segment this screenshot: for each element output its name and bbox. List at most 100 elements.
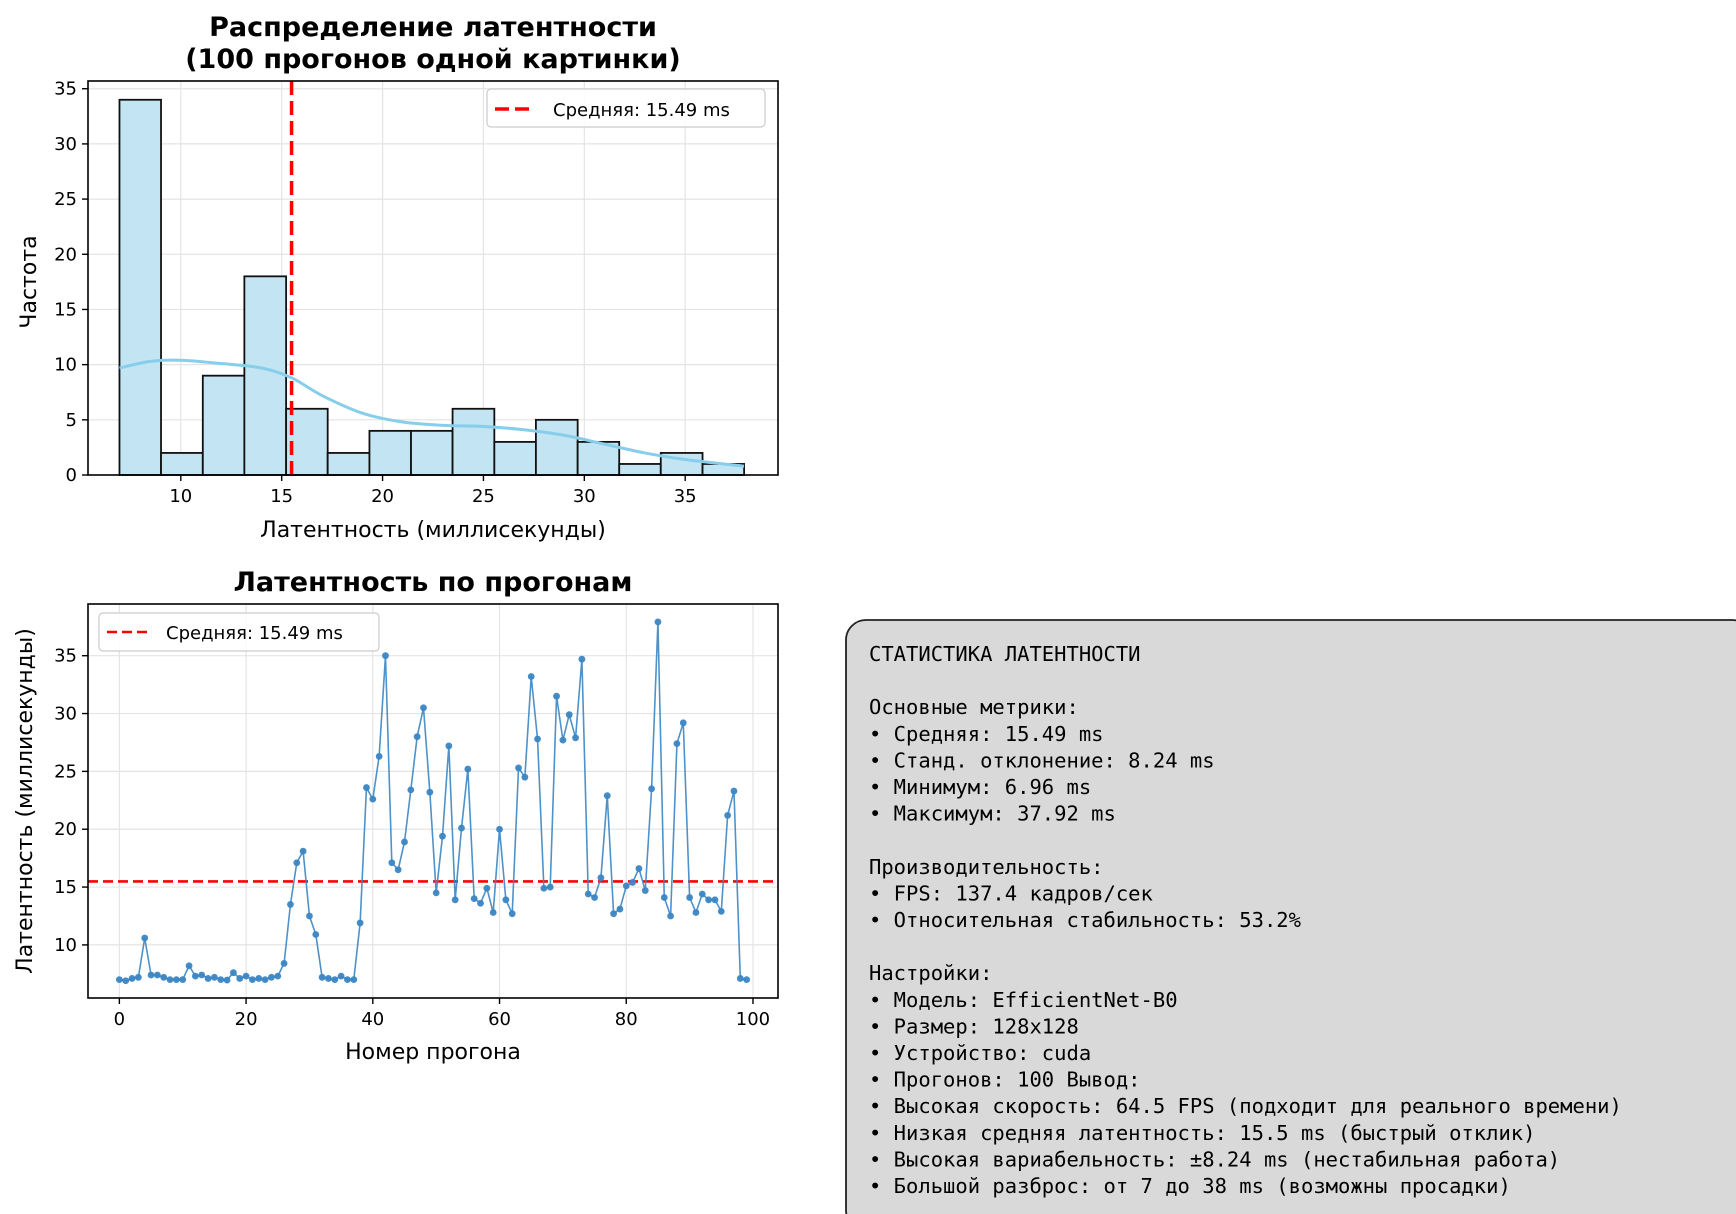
latency-point-57 bbox=[477, 899, 484, 907]
latency-point-55 bbox=[464, 765, 472, 773]
latency-point-52 bbox=[445, 742, 453, 750]
latency-point-93 bbox=[705, 896, 713, 904]
histogram-bar-2 bbox=[201, 374, 246, 476]
latency-point-6 bbox=[153, 971, 161, 979]
histogram-xtick-label-5: 35 bbox=[674, 486, 697, 507]
latency-point-33 bbox=[325, 975, 332, 982]
latency-point-94 bbox=[711, 896, 719, 904]
latency-point-79 bbox=[616, 905, 624, 913]
histogram-bar-6 bbox=[368, 429, 412, 476]
latency-point-16 bbox=[217, 976, 225, 984]
histogram-legend: Средняя: 15.49 ms bbox=[486, 88, 766, 128]
line-ytick-label-4: 30 bbox=[54, 704, 77, 725]
histogram-xtick-label-0: 10 bbox=[169, 486, 192, 507]
latency-point-3 bbox=[134, 973, 142, 981]
latency-point-54 bbox=[458, 824, 465, 832]
stats-line-8: Производительность: bbox=[869, 855, 1104, 879]
line-xtick-label-2: 40 bbox=[361, 1009, 384, 1030]
latency-point-20 bbox=[242, 972, 250, 980]
stats-line-10: • Относительная стабильность: 53.2% bbox=[869, 908, 1302, 932]
line-xtick-label-5: 100 bbox=[736, 1009, 770, 1030]
line-legend: Средняя: 15.49 ms bbox=[98, 612, 380, 652]
latency-point-37 bbox=[350, 976, 358, 984]
histogram-ytick-label-7: 35 bbox=[54, 79, 77, 100]
latency-point-26 bbox=[280, 960, 288, 967]
latency-point-89 bbox=[679, 719, 687, 727]
stats-line-14: • Размер: 128x128 bbox=[869, 1014, 1079, 1038]
latency-point-29 bbox=[299, 847, 307, 855]
histogram-bar-7 bbox=[410, 429, 454, 476]
histogram-ytick-label-0: 0 bbox=[66, 465, 77, 486]
latency-point-58 bbox=[483, 884, 491, 892]
latency-point-13 bbox=[198, 971, 206, 979]
histogram-xlabel: Латентность (миллисекунды) bbox=[260, 518, 606, 543]
stats-line-18: • Низкая средняя латентность: 15.5 ms (б… bbox=[869, 1121, 1535, 1145]
histogram-bar-10 bbox=[534, 418, 579, 476]
latency-point-12 bbox=[191, 972, 199, 980]
stats-line-0: СТАТИСТИКА ЛАТЕНТНОСТИ bbox=[869, 642, 1141, 666]
line-legend-label: Средняя: 15.49 ms bbox=[166, 623, 343, 644]
stats-line-15: • Устройство: cuda bbox=[869, 1041, 1091, 1065]
latency-point-53 bbox=[451, 896, 459, 904]
histogram-bar-9 bbox=[493, 440, 537, 476]
histogram-xtick-label-2: 20 bbox=[371, 486, 394, 507]
latency-point-63 bbox=[515, 764, 522, 772]
latency-point-80 bbox=[622, 882, 630, 890]
latency-series-line bbox=[119, 621, 747, 982]
latency-point-69 bbox=[553, 692, 560, 700]
latency-point-76 bbox=[597, 874, 605, 882]
line-ytick-label-3: 25 bbox=[54, 761, 77, 782]
stats-line-5: • Минимум: 6.96 ms bbox=[869, 775, 1091, 799]
histogram-ytick-label-4: 20 bbox=[54, 244, 77, 265]
latency-point-61 bbox=[502, 896, 510, 904]
histogram-bar-5 bbox=[326, 452, 371, 476]
latency-point-72 bbox=[572, 734, 579, 742]
line-legend-box bbox=[98, 612, 380, 652]
latency-point-84 bbox=[648, 785, 655, 793]
latency-point-74 bbox=[584, 890, 592, 898]
line-chart: 0 20 40 60 80 100 10 15 20 25 30 35 Латентность по … bbox=[13, 567, 779, 1065]
latency-point-91 bbox=[692, 909, 700, 916]
latency-point-95 bbox=[717, 907, 725, 915]
latency-point-5 bbox=[147, 971, 155, 979]
stats-line-17: • Высокая скорость: 64.5 FPS (подходит д… bbox=[869, 1094, 1622, 1118]
latency-point-41 bbox=[375, 752, 383, 760]
histogram-ytick-label-6: 30 bbox=[54, 134, 77, 155]
latency-point-2 bbox=[128, 975, 136, 982]
stats-line-16: • Прогонов: 100 Вывод: bbox=[869, 1068, 1141, 1092]
latency-point-27 bbox=[287, 901, 294, 908]
latency-point-65 bbox=[527, 673, 535, 680]
latency-point-88 bbox=[673, 740, 681, 748]
latency-point-17 bbox=[223, 976, 231, 984]
histogram-chart: 10 15 20 25 30 35 0 5 10 15 20 25 30 35 Распределение… bbox=[17, 12, 779, 543]
latency-point-14 bbox=[204, 975, 212, 982]
line-ticks: 0 20 40 60 80 100 10 15 20 25 30 35 bbox=[54, 646, 770, 1030]
latency-point-21 bbox=[249, 976, 256, 984]
latency-point-9 bbox=[172, 976, 180, 984]
histogram-axes-frame bbox=[87, 80, 779, 476]
latency-point-35 bbox=[337, 972, 345, 980]
histogram-ylabel: Частота bbox=[17, 235, 42, 328]
latency-point-97 bbox=[730, 787, 738, 795]
latency-point-23 bbox=[261, 976, 269, 984]
histogram-bar-0 bbox=[118, 98, 162, 476]
latency-point-82 bbox=[635, 865, 643, 872]
histogram-bar-3 bbox=[243, 275, 288, 476]
latency-point-87 bbox=[667, 912, 675, 920]
histogram-bar-1 bbox=[160, 452, 204, 476]
line-xtick-label-4: 80 bbox=[615, 1009, 638, 1030]
latency-point-46 bbox=[407, 786, 415, 794]
histogram-bar-8 bbox=[451, 407, 496, 476]
latency-point-44 bbox=[394, 866, 402, 874]
histogram-title-line-1: Распределение латентности bbox=[209, 12, 657, 43]
histogram-bars bbox=[118, 98, 746, 476]
line-ytick-label-0: 10 bbox=[54, 935, 77, 956]
latency-point-49 bbox=[426, 788, 434, 796]
latency-point-7 bbox=[160, 973, 168, 981]
latency-point-1 bbox=[122, 977, 130, 985]
latency-point-78 bbox=[610, 910, 617, 918]
line-ytick-label-5: 35 bbox=[54, 646, 77, 667]
line-ytick-label-2: 20 bbox=[54, 819, 77, 840]
latency-point-99 bbox=[743, 976, 751, 984]
histogram-legend-label: Средняя: 15.49 ms bbox=[553, 100, 730, 121]
